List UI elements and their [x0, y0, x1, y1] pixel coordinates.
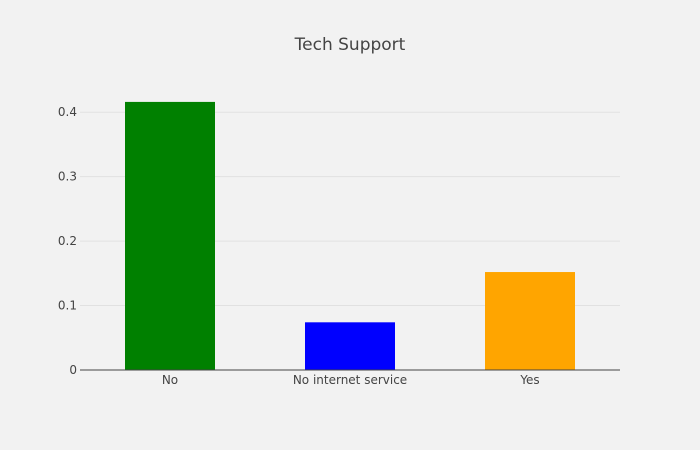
- bar-no-internet-service[interactable]: [305, 322, 395, 370]
- y-tick-label: 0.2: [58, 234, 77, 248]
- y-axis-ticks: 0 0.1 0.2 0.3 0.4: [58, 105, 77, 377]
- x-axis-ticks: No No internet service Yes: [162, 373, 540, 387]
- y-tick-label: 0: [69, 363, 77, 377]
- x-tick-label: No internet service: [293, 373, 407, 387]
- bar-yes[interactable]: [485, 272, 575, 370]
- bar-no[interactable]: [125, 101, 215, 371]
- y-tick-label: 0.3: [58, 170, 77, 184]
- chart-title: Tech Support: [294, 35, 406, 55]
- x-tick-label: No: [162, 373, 178, 387]
- y-tick-label: 0.4: [58, 105, 77, 119]
- y-tick-label: 0.1: [58, 299, 77, 313]
- x-tick-label: Yes: [519, 373, 539, 387]
- bars: [125, 101, 575, 371]
